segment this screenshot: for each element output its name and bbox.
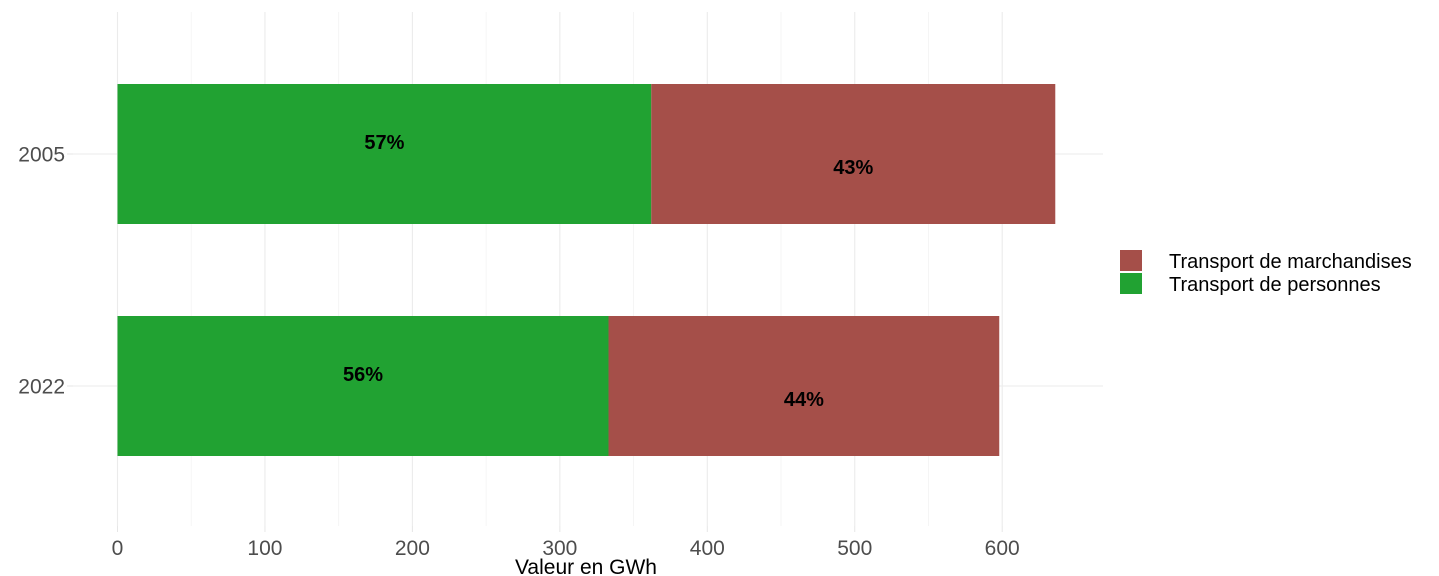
x-axis-title: Valeur en GWh	[515, 556, 657, 576]
x-tick-label: 200	[395, 537, 430, 560]
x-tick-label: 0	[112, 537, 124, 560]
bar-value-label: 43%	[833, 157, 873, 179]
y-tick-label: 2005	[18, 144, 65, 167]
x-axis: 0 100 200 300 400 500 600	[112, 526, 1020, 560]
bar-value-label: 44%	[784, 389, 824, 411]
bar-value-label: 57%	[364, 132, 404, 154]
bar-labels: 57% 43% 56% 44%	[343, 132, 874, 411]
x-tick-label: 100	[247, 537, 282, 560]
legend-label: Transport de marchandises	[1169, 251, 1412, 273]
x-tick-label: 400	[690, 537, 725, 560]
y-tick-label: 2022	[18, 376, 65, 399]
bars	[117, 84, 1056, 456]
x-tick-label: 300	[542, 537, 577, 560]
x-tick-label: 600	[985, 537, 1020, 560]
legend-key	[1120, 273, 1142, 294]
x-tick-label: 500	[837, 537, 872, 560]
bar-value-label: 56%	[343, 364, 383, 386]
bar-segment	[117, 316, 609, 456]
legend-key	[1120, 250, 1142, 271]
y-axis: 2005 2022	[18, 144, 73, 399]
bar-segment	[608, 316, 1000, 456]
legend-label: Transport de personnes	[1169, 274, 1381, 296]
bar-segment	[117, 84, 652, 224]
bar-segment	[651, 84, 1056, 224]
